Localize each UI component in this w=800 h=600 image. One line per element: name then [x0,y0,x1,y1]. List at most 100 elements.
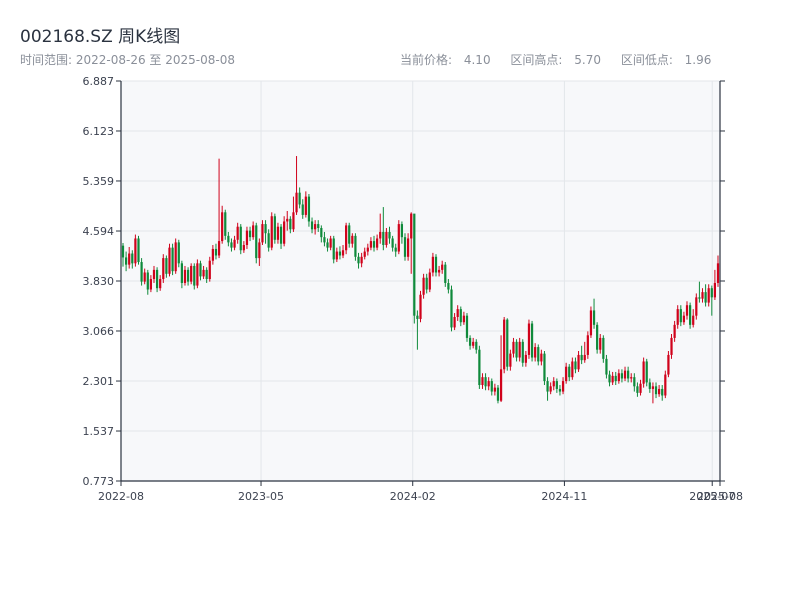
candle [329,235,332,251]
candle [552,377,555,391]
candle-body [149,279,153,290]
candle-body [692,315,695,325]
candle [472,337,475,349]
candle [385,228,388,248]
candle-body [354,235,357,257]
candlestick-series [121,156,720,404]
candle [499,335,503,403]
candle-body [261,224,264,243]
candle-body [546,381,549,392]
range-low: 区间低点: 1.96 [621,53,720,67]
candle-body [487,381,490,387]
candle-body [475,341,478,350]
candle [543,351,546,386]
candle [242,241,245,253]
candle-body [217,241,221,256]
candle-body [599,337,602,350]
candle-body [561,381,565,392]
candle [140,258,143,286]
candle [688,302,692,329]
candle [630,373,633,383]
candle [224,209,227,240]
candle-body [298,192,301,205]
candle [255,222,258,264]
candle-body [199,263,202,277]
candle [382,207,385,251]
candle-body [341,250,345,256]
candle-body [252,225,255,238]
candle [475,339,478,354]
candle [227,231,230,247]
candle [410,212,413,274]
candle [233,235,236,251]
candle-body [363,251,366,257]
candle-body [382,231,385,246]
candle [214,243,218,260]
candle [515,339,518,362]
candle [592,298,596,329]
candle-body [314,224,317,230]
candle-body [450,289,453,328]
candle [379,213,382,244]
candle [614,371,617,386]
candle-body [645,361,648,383]
candle [406,233,410,261]
candle-body [701,292,704,299]
candle-body [391,238,394,248]
candle [354,233,357,261]
candle-body [289,218,292,230]
candle-body [208,260,211,280]
range-low-label: 区间低点: [620,53,677,67]
candle [345,222,348,255]
candle-body [131,253,134,264]
candle [698,281,701,303]
candle-body [592,310,596,325]
candle-body [196,263,199,286]
candle-body [658,388,661,395]
candle-body [506,319,509,367]
candle [419,290,422,323]
candle-body [707,288,710,303]
candle [375,234,379,251]
candle [561,377,565,395]
candle [713,269,717,300]
candle [453,313,456,331]
candle [487,377,490,391]
candle [574,357,577,374]
candle-body [577,354,580,370]
y-axis-ticks: 0.773 1.537 2.301 3.066 3.830 4.594 5.359 6.123… [83,75,725,488]
candle [468,335,472,350]
candle [524,351,527,367]
candle [577,351,580,372]
candle-body [137,238,140,263]
candle [137,235,140,265]
candle-body [552,381,555,387]
candle-body [214,248,218,256]
candle-body [499,369,503,401]
candle [459,306,462,327]
candle-body [357,256,360,264]
candle-body [146,272,149,290]
candle-body [279,226,283,244]
candle [134,234,137,267]
candle-body [143,272,146,282]
candle [540,349,543,366]
candle-body [270,216,273,248]
candle-body [441,264,444,270]
range-high-value: 5.70 [574,53,601,67]
candle-body [177,242,180,264]
candle [230,238,233,252]
candle-body [375,238,379,248]
candle [335,247,338,263]
candle [208,256,211,282]
candle-body [608,374,611,383]
candle-body [351,235,354,244]
candle-body [589,310,593,336]
candle-body [664,374,667,396]
candle-body [419,294,422,319]
candle [295,156,298,215]
candle [190,263,193,285]
candle [654,382,658,399]
candle [217,158,221,259]
